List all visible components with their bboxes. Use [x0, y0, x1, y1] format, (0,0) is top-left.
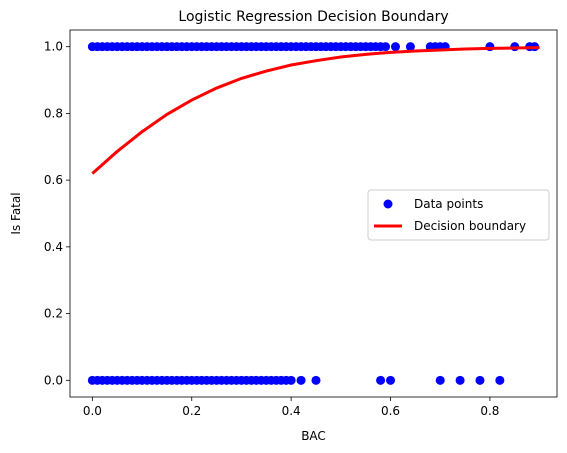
data-point-fatal — [405, 42, 415, 52]
data-point-nonfatal — [455, 375, 465, 385]
legend-box — [367, 189, 550, 241]
y-tick-label: 1.0 — [44, 40, 63, 54]
data-point-nonfatal — [386, 375, 396, 385]
y-tick-label: 0.0 — [44, 373, 63, 387]
x-tick-label: 0.8 — [480, 404, 499, 418]
data-point-fatal — [381, 42, 391, 52]
x-tick-label: 0.0 — [83, 404, 102, 418]
legend-marker-data-points — [383, 199, 393, 209]
data-point-fatal — [390, 42, 400, 52]
data-point-nonfatal — [376, 375, 386, 385]
y-axis-label: Is Fatal — [9, 192, 23, 234]
legend-label-decision-boundary: Decision boundary — [414, 219, 526, 233]
x-tick-label: 0.2 — [182, 404, 201, 418]
data-point-nonfatal — [311, 375, 321, 385]
y-tick-label: 0.2 — [44, 307, 63, 321]
legend: Data points Decision boundary — [367, 189, 550, 241]
data-point-nonfatal — [495, 375, 505, 385]
y-tick-label: 0.6 — [44, 173, 63, 187]
legend-label-data-points: Data points — [414, 197, 483, 211]
y-tick-label: 0.8 — [44, 106, 63, 120]
data-point-nonfatal — [296, 375, 306, 385]
x-tick-label: 0.4 — [282, 404, 301, 418]
y-axis-ticks: 0.0 0.2 0.4 0.6 0.8 1.0 — [44, 40, 70, 387]
x-axis-ticks: 0.0 0.2 0.4 0.6 0.8 — [83, 397, 499, 418]
y-tick-label: 0.4 — [44, 240, 63, 254]
decision-boundary-line — [91, 46, 540, 175]
data-point-nonfatal — [475, 375, 485, 385]
axes-frame — [69, 29, 558, 398]
plot-area — [87, 42, 540, 385]
data-point-nonfatal — [435, 375, 445, 385]
x-tick-label: 0.6 — [381, 404, 400, 418]
x-axis-label: BAC — [301, 429, 326, 443]
data-point-nonfatal — [286, 375, 296, 385]
chart-title: Logistic Regression Decision Boundary — [178, 9, 448, 25]
